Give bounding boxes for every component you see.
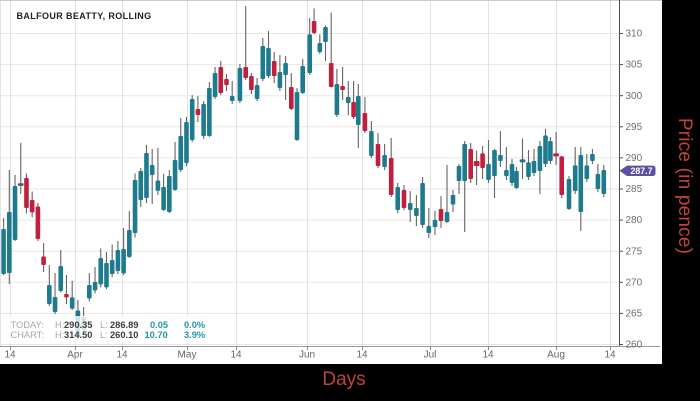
- svg-text:14: 14: [116, 350, 128, 361]
- svg-text:14: 14: [604, 350, 616, 361]
- svg-text:270: 270: [626, 277, 643, 288]
- svg-text:286.89: 286.89: [110, 320, 138, 330]
- svg-text:290: 290: [626, 153, 643, 164]
- svg-text:14: 14: [482, 350, 494, 361]
- svg-text:CHART:: CHART:: [11, 330, 44, 340]
- svg-text:L:: L:: [100, 320, 108, 330]
- svg-text:285: 285: [626, 184, 643, 195]
- svg-text:295: 295: [626, 122, 643, 133]
- svg-text:260.10: 260.10: [110, 330, 138, 340]
- svg-text:0.0%: 0.0%: [184, 320, 206, 330]
- svg-text:300: 300: [626, 91, 643, 102]
- svg-text:290.35: 290.35: [64, 320, 92, 330]
- svg-text:305: 305: [626, 60, 643, 71]
- svg-text:0.05: 0.05: [150, 320, 168, 330]
- svg-text:Price (in pence): Price (in pence): [674, 118, 695, 254]
- svg-text:Aug: Aug: [547, 350, 565, 361]
- svg-text:275: 275: [626, 246, 643, 257]
- svg-text:260: 260: [626, 340, 643, 351]
- svg-text:14: 14: [356, 350, 368, 361]
- svg-text:TODAY:: TODAY:: [11, 320, 44, 330]
- svg-text:280: 280: [626, 215, 643, 226]
- svg-text:Jul: Jul: [424, 350, 437, 361]
- svg-text:H:: H:: [55, 320, 64, 330]
- svg-text:310: 310: [626, 29, 643, 40]
- svg-text:265: 265: [626, 309, 643, 320]
- svg-text:14: 14: [4, 350, 16, 361]
- svg-text:May: May: [178, 350, 197, 361]
- svg-text:Days: Days: [322, 369, 365, 390]
- svg-text:L:: L:: [100, 330, 108, 340]
- svg-text:287.7: 287.7: [630, 166, 652, 176]
- svg-text:314.50: 314.50: [64, 330, 92, 340]
- svg-text:10.70: 10.70: [145, 330, 168, 340]
- svg-text:Apr: Apr: [67, 350, 83, 361]
- svg-text:14: 14: [230, 350, 242, 361]
- svg-text:BALFOUR BEATTY, ROLLING: BALFOUR BEATTY, ROLLING: [17, 11, 152, 21]
- svg-text:3.9%: 3.9%: [184, 330, 206, 340]
- svg-text:H:: H:: [55, 330, 64, 340]
- svg-text:Jun: Jun: [299, 350, 315, 361]
